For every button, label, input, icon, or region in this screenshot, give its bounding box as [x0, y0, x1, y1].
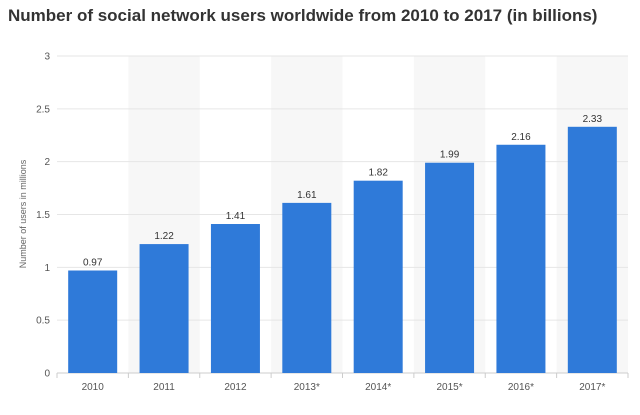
bar	[282, 202, 332, 373]
y-tick-label: 1.5	[36, 210, 50, 221]
y-axis-label: Number of users in millions	[18, 159, 28, 268]
x-tick-label: 2014*	[365, 382, 391, 393]
bar	[68, 270, 118, 373]
y-tick-label: 2.5	[36, 104, 50, 115]
x-tick-label: 2017*	[579, 382, 605, 393]
y-tick-labels: 0 0.5 1 1.5 2 2.5 3	[36, 52, 50, 380]
y-tick-label: 0.5	[36, 316, 50, 327]
bar	[353, 180, 403, 373]
x-tick-labels: 2010 2011 2012 2013* 2014* 2015* 2016* 2017*	[56, 373, 629, 393]
data-label: 1.22	[154, 231, 174, 242]
x-tick-label: 2011	[153, 382, 175, 393]
data-label: 1.99	[440, 150, 460, 161]
x-tick-label: 2013*	[294, 382, 320, 393]
x-tick-label: 2015*	[436, 382, 462, 393]
bar	[139, 244, 189, 373]
x-tick-label: 2016*	[508, 382, 534, 393]
chart-title: Number of social network users worldwide…	[8, 6, 598, 25]
data-label: 1.61	[297, 190, 317, 201]
y-tick-label: 0	[44, 369, 50, 380]
y-tick-label: 3	[44, 52, 50, 63]
data-label: 0.97	[83, 258, 103, 269]
data-label: 1.41	[226, 211, 246, 222]
data-labels: 0.97 1.22 1.41 1.61 1.82 1.99 2.16 2.33	[83, 114, 603, 269]
y-tick-label: 1	[44, 263, 50, 274]
bar	[425, 162, 475, 373]
x-tick-label: 2010	[82, 382, 105, 393]
x-tick-label: 2012	[224, 382, 247, 393]
bar	[210, 224, 260, 373]
y-tick-label: 2	[44, 157, 50, 168]
bar	[496, 144, 546, 373]
bars	[68, 126, 617, 374]
data-label: 2.33	[583, 114, 603, 125]
data-label: 2.16	[511, 132, 531, 143]
data-label: 1.82	[368, 168, 388, 179]
bar	[567, 126, 617, 374]
